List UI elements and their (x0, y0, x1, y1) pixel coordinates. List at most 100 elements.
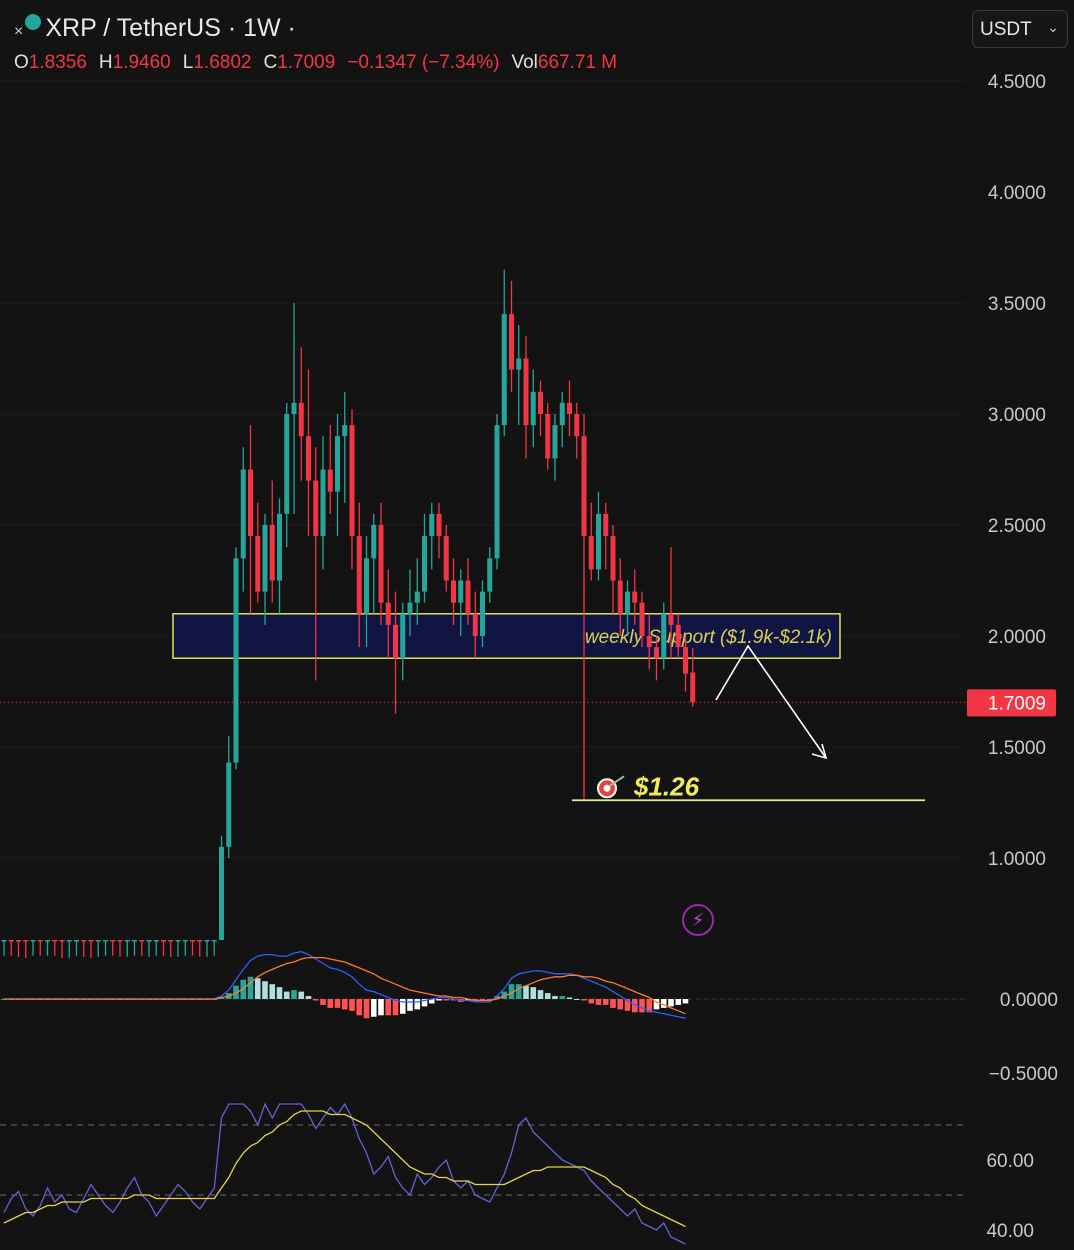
candle-up (219, 846, 224, 940)
price-tick-label: 3.5000 (988, 294, 1046, 315)
candle-down (23, 940, 29, 942)
macd-histogram-bar (544, 993, 551, 999)
macd-histogram-bar (479, 999, 486, 1001)
candle-down (16, 940, 21, 942)
projection-arrowhead (811, 743, 828, 760)
macd-histogram-bar (378, 999, 384, 1016)
candle-up (291, 402, 297, 414)
candle-up (516, 358, 522, 370)
macd-histogram-bar (602, 999, 609, 1005)
candle-up (95, 940, 101, 942)
change-value: −0.1347 (−7.34%) (347, 52, 500, 73)
macd-histogram-bar (436, 999, 442, 1001)
candle-down (255, 536, 261, 592)
candle-up (277, 513, 282, 581)
candle-down (451, 580, 456, 603)
candle-up (182, 940, 188, 942)
candle-up (262, 525, 268, 592)
target-icon-center (603, 784, 611, 792)
candle-down (436, 513, 442, 537)
macd-tick-label: −0.5000 (989, 1064, 1058, 1085)
candle-up (422, 536, 427, 592)
candlestick-series (1, 269, 696, 958)
price-tick-label: 4.5000 (988, 72, 1046, 93)
macd-histogram-bar (370, 999, 377, 1017)
macd-histogram-bar (660, 999, 667, 1008)
candle-down (248, 469, 253, 537)
macd-tick-label: 0.0000 (1000, 990, 1058, 1011)
candle-down (59, 940, 65, 942)
candle-down (190, 940, 195, 942)
candle-up (342, 425, 348, 437)
candle-up (124, 940, 130, 942)
lightning-icon[interactable]: ⚡ (682, 904, 714, 936)
macd-histogram-bar (595, 999, 602, 1005)
candle-down (139, 940, 145, 942)
candle-up (661, 613, 667, 659)
candle-up (233, 558, 239, 763)
candle-down (523, 358, 529, 426)
macd-histogram-bar (508, 984, 515, 999)
candle-down (683, 647, 688, 674)
candle-down (197, 940, 203, 942)
macd-histogram-bar (247, 976, 254, 999)
macd-signal-line (4, 956, 686, 1015)
macd-histogram-bar (356, 999, 363, 1016)
candle-down (327, 469, 333, 492)
last-price-label: 1.7009 (988, 693, 1046, 714)
candle-down (269, 525, 275, 581)
candle-down (356, 536, 362, 614)
candle-up (1, 940, 7, 942)
candle-up (204, 940, 210, 942)
symbol-title[interactable]: × XRP / TetherUS · 1W · (14, 14, 296, 43)
currency-select[interactable]: USDT ⌄ (972, 10, 1068, 48)
candle-up (284, 414, 290, 514)
macd-histogram-bar (523, 985, 529, 999)
candle-up (211, 940, 217, 942)
candle-down (617, 580, 623, 614)
macd-histogram-bar (566, 997, 573, 999)
macd-histogram-bar (552, 996, 558, 999)
macd-histogram-bar (501, 991, 508, 999)
close-icon[interactable]: × (14, 23, 24, 40)
candle-down (472, 613, 478, 636)
candle-up (30, 940, 36, 942)
support-zone-rect (172, 613, 841, 659)
volume-value: 667.71 M (537, 52, 618, 73)
candle-up (559, 402, 565, 426)
macd-histogram-bar (675, 999, 682, 1005)
macd-histogram-bar (515, 984, 522, 999)
close-key: C (263, 52, 278, 73)
candle-down (443, 536, 449, 581)
macd-histogram-bar (450, 999, 457, 1001)
target-icon-dart (608, 775, 625, 788)
open-value: 1.8356 (28, 52, 87, 73)
candle-up (240, 469, 246, 559)
macd-histogram-bar (472, 999, 479, 1001)
macd-histogram-bar (392, 999, 399, 1016)
target-label: $1.26 (633, 771, 700, 801)
candle-down (654, 647, 659, 659)
candle-up (45, 940, 50, 942)
macd-histogram-bar (682, 999, 689, 1004)
macd-histogram-bar (262, 981, 268, 999)
candle-up (371, 525, 377, 559)
macd-histogram-bar (305, 996, 312, 999)
rsi-pane (0, 1102, 965, 1245)
macd-histogram-bar (588, 999, 595, 1004)
price-tick-label: 4.0000 (988, 183, 1046, 204)
macd-histogram-bar (617, 999, 624, 1010)
candle-up (501, 314, 507, 426)
macd-histogram-bar (407, 999, 413, 1011)
macd-histogram-bar (327, 999, 334, 1008)
macd-histogram-bar (486, 999, 493, 1001)
candle-up (132, 940, 137, 942)
macd-histogram-bar (218, 997, 225, 999)
macd-histogram-bar (363, 999, 370, 1019)
chart-header: × XRP / TetherUS · 1W · O1.8356 H1.9460 L1.… (0, 0, 1074, 80)
support-zone: weekly Support ($1.9k-$2.1k) (172, 613, 841, 659)
macd-histogram-bar (283, 991, 290, 999)
macd-histogram-bar (320, 999, 326, 1005)
macd-histogram-bar (653, 999, 660, 1010)
